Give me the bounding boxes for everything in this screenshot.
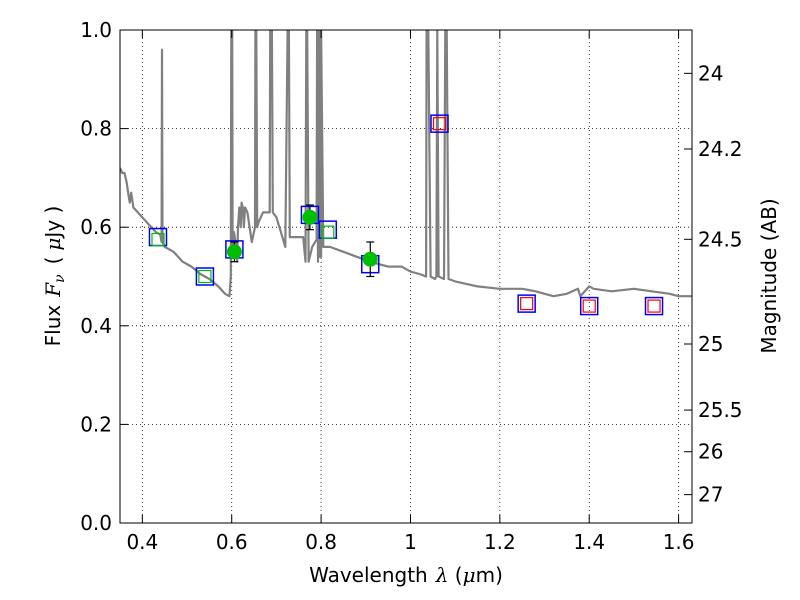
- red-square-marker: [432, 117, 447, 131]
- plot-border: [119, 29, 693, 524]
- x-tick-labels: 0.4 0.6 0.8 1 1.2 1.4 1.6: [126, 530, 694, 554]
- y2-tick-label: 27: [698, 483, 723, 507]
- y2-tick-label: 25.5: [698, 398, 743, 422]
- photometry-markers: [148, 114, 664, 316]
- y2-tick-label: 25: [698, 332, 723, 356]
- y-tick-label: 0.6: [80, 215, 112, 239]
- y-tick-labels: 0.0 0.2 0.4 0.6 0.8 1.0: [80, 18, 112, 535]
- red-square-marker: [582, 299, 596, 313]
- y-axis-title: FluxFν(μJy ): [41, 206, 68, 347]
- blue-square-marker: [517, 294, 536, 313]
- y2-tick-label: 26: [698, 440, 723, 464]
- x-tick-label: 1.6: [663, 530, 695, 554]
- x-tick-label: 0.4: [126, 530, 158, 554]
- y-tick-label: 0.0: [80, 511, 112, 535]
- red-square-marker: [647, 299, 661, 313]
- x-tick-label: 0.8: [305, 530, 337, 554]
- blue-square-marker: [644, 296, 664, 316]
- y2-tick-label: 24.2: [698, 137, 743, 161]
- detection-point: [302, 209, 318, 225]
- green-square-marker: [198, 269, 212, 284]
- green-square-marker: [321, 225, 335, 239]
- y2-axis-title: Magnitude (AB): [757, 198, 781, 353]
- spectrum-line: [120, 30, 692, 298]
- detection-point: [226, 244, 242, 260]
- y2-tick-labels: 24 24.2 24.5 25 25.5 26 27: [698, 61, 743, 506]
- y-tick-label: 0.8: [80, 117, 112, 141]
- detection-point: [362, 251, 378, 267]
- blue-square-marker: [195, 267, 215, 286]
- y-tick-label: 1.0: [80, 18, 112, 42]
- y2-tick-label: 24.5: [698, 227, 743, 251]
- red-square-marker: [520, 297, 534, 311]
- plot-area: [120, 30, 692, 523]
- x-tick-label: 1: [404, 530, 417, 554]
- x-axis-title: Wavelength λ (μm): [309, 563, 503, 587]
- y2-tick-label: 24: [698, 61, 723, 85]
- x-tick-label: 1.2: [484, 530, 516, 554]
- y-tick-label: 0.4: [80, 314, 112, 338]
- blue-square-marker: [579, 296, 599, 316]
- green-square-marker: [151, 232, 165, 247]
- y-tick-label: 0.2: [80, 412, 112, 436]
- x-tick-label: 0.6: [216, 530, 248, 554]
- blue-square-marker: [430, 114, 449, 133]
- x-tick-label: 1.4: [573, 530, 605, 554]
- model-spectrum: [120, 30, 692, 298]
